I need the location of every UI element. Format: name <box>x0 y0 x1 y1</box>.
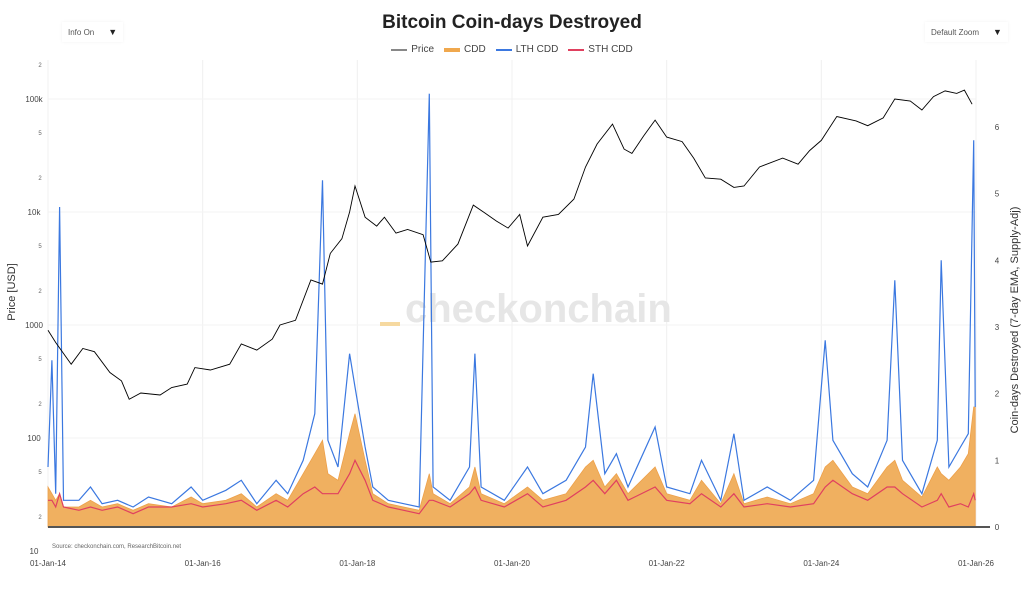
y-right-tick: 0 <box>995 523 1000 532</box>
y-right-tick: 3 <box>995 323 1000 332</box>
y-left-minor-tick: 5 <box>38 470 42 476</box>
y-right-tick: 4 <box>995 256 1000 265</box>
lth-cdd-line <box>47 93 976 508</box>
y-right-tick: 1 <box>995 456 1000 465</box>
y-right-tick: 2 <box>995 390 1000 399</box>
y-left-minor-tick: 5 <box>38 131 42 137</box>
y-left-tick: 10k <box>28 208 42 217</box>
y-right-tick: 5 <box>995 190 1000 199</box>
x-tick: 01-Jan-20 <box>494 559 531 568</box>
source-note: Source: checkonchain.com, ResearchBitcoi… <box>52 544 181 550</box>
y-left-minor-tick: 5 <box>38 357 42 363</box>
x-tick: 01-Jan-24 <box>803 559 840 568</box>
y-left-minor-tick: 5 <box>38 244 42 250</box>
y-left-tick: 1000 <box>25 321 43 330</box>
legend-label: LTH CDD <box>515 44 559 55</box>
legend-label: CDD <box>464 44 486 55</box>
x-tick: 01-Jan-18 <box>339 559 376 568</box>
legend-label: Price <box>411 44 435 55</box>
legend-item-sth-cdd[interactable]: STH CDD <box>568 44 633 55</box>
legend-swatch <box>568 48 585 51</box>
y-left-tick: 100 <box>27 434 41 443</box>
price-line <box>47 89 973 400</box>
cdd-area <box>47 406 976 528</box>
watermark-bar <box>380 322 400 326</box>
legend-item-cdd[interactable]: CDD <box>444 44 486 55</box>
y-left-label: Price [USD] <box>6 263 18 320</box>
watermark: checkonchain <box>405 287 672 331</box>
chevron-down-icon: ▼ <box>993 27 1002 37</box>
y-left-minor-tick: 2 <box>38 176 42 182</box>
legend-item-lth-cdd[interactable]: LTH CDD <box>495 44 559 55</box>
legend-item-price[interactable]: Price <box>391 44 434 55</box>
legend: Price CDD LTH CDD STH CDD <box>0 44 1024 55</box>
zoom-label: Default Zoom <box>931 27 980 37</box>
y-right-tick: 6 <box>995 123 1000 132</box>
x-tick: 01-Jan-16 <box>185 559 222 568</box>
y-left-minor-tick: 2 <box>38 515 42 521</box>
x-tick: 01-Jan-26 <box>958 559 995 568</box>
legend-swatch <box>391 48 408 51</box>
y-left-minor-tick: 2 <box>38 289 42 295</box>
chevron-down-icon: ▼ <box>108 27 118 37</box>
y-right-label: Coin-days Destroyed (7-day EMA, Supply-A… <box>1009 207 1021 434</box>
info-toggle-label: Info On <box>68 27 95 37</box>
legend-label: STH CDD <box>588 44 633 55</box>
legend-swatch <box>495 48 512 51</box>
info-toggle-dropdown[interactable]: Info On ▼ <box>62 22 124 42</box>
x-tick: 01-Jan-22 <box>649 559 686 568</box>
y-left-tick: 10 <box>30 547 39 556</box>
y-left-minor-tick: 2 <box>38 402 42 408</box>
y-left-minor-tick: 2 <box>38 63 42 69</box>
legend-swatch <box>444 47 461 52</box>
y-left-tick: 100k <box>25 95 43 104</box>
x-tick: 01-Jan-14 <box>30 559 67 568</box>
zoom-dropdown[interactable]: Default Zoom ▼ <box>925 22 1008 42</box>
sth-cdd-line <box>48 458 976 515</box>
chart-title: Bitcoin Coin-days Destroyed <box>382 12 642 33</box>
